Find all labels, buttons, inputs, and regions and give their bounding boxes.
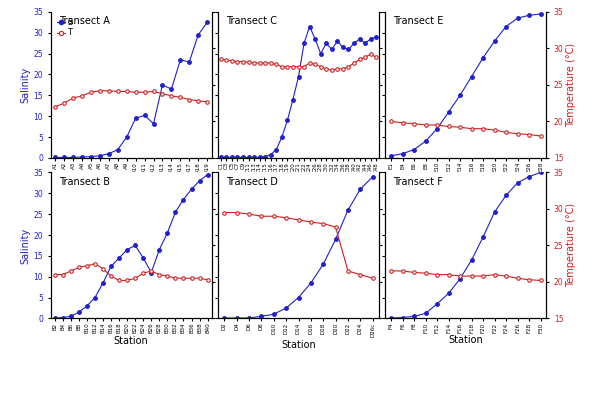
Y-axis label: Salinity: Salinity xyxy=(20,67,30,103)
X-axis label: Station: Station xyxy=(281,339,316,349)
Text: Transect E: Transect E xyxy=(393,16,444,26)
X-axis label: Station: Station xyxy=(114,336,149,346)
Text: Transect F: Transect F xyxy=(393,177,444,187)
Y-axis label: Salinity: Salinity xyxy=(20,227,30,263)
X-axis label: Station: Station xyxy=(448,336,483,345)
Text: Transect A: Transect A xyxy=(59,16,110,26)
Text: Transect C: Transect C xyxy=(226,16,277,26)
Text: Transect B: Transect B xyxy=(59,177,110,187)
Y-axis label: Temperature (°C): Temperature (°C) xyxy=(567,203,577,287)
Legend: S, T: S, T xyxy=(55,16,75,39)
Y-axis label: Temperature (°C): Temperature (°C) xyxy=(567,43,577,127)
Text: Transect D: Transect D xyxy=(226,177,278,187)
